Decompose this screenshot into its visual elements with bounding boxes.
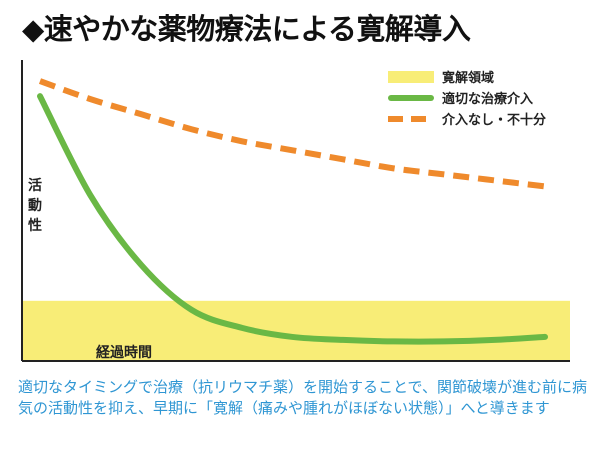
y-axis-label: 活動性 (28, 178, 42, 234)
legend-label: 適切な治療介入 (442, 92, 534, 107)
legend: 寛解領域 適切な治療介入 介入なし・不十分 (388, 66, 546, 129)
legend-label: 寛解領域 (442, 71, 495, 86)
chart (21, 60, 570, 362)
remission-band (23, 300, 570, 360)
legend-item-no-intervention: 介入なし・不十分 (388, 108, 546, 129)
legend-item-remission: 寛解領域 (388, 66, 546, 87)
caption: 適切なタイミングで治療（抗リウマチ薬）を開始することで、関節破壊が進む前に病気の… (18, 378, 587, 417)
legend-swatch-solid (388, 94, 434, 101)
legend-swatch-band (388, 70, 434, 83)
series-line-appropriate-treatment (37, 93, 548, 345)
page-title: ◆速やかな薬物療法による寛解導入 (22, 12, 471, 46)
legend-label: 介入なし・不十分 (442, 113, 547, 128)
x-axis-label: 経過時間 (96, 345, 152, 361)
legend-swatch-dashed (388, 115, 434, 122)
legend-item-treatment: 適切な治療介入 (388, 87, 546, 108)
series-line-no-intervention (38, 78, 546, 190)
